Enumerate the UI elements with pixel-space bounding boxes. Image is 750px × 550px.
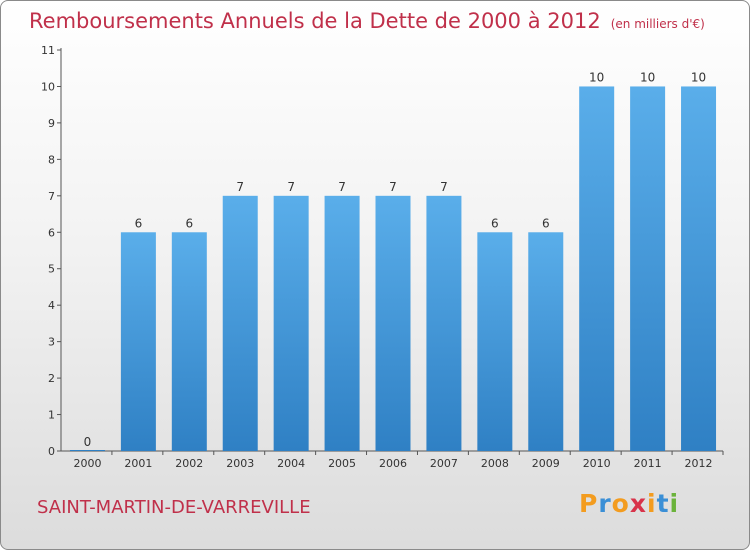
data-label: 7: [440, 180, 448, 194]
commune-name: SAINT-MARTIN-DE-VARREVILLE: [37, 497, 311, 518]
y-tick-label: 3: [48, 336, 55, 349]
data-label: 0: [84, 435, 92, 449]
y-tick-label: 8: [48, 153, 55, 166]
y-tick-label: 4: [48, 299, 55, 312]
y-tick-label: 6: [48, 226, 55, 239]
data-label: 7: [389, 180, 397, 194]
x-tick-label: 2000: [73, 457, 101, 470]
x-tick-label: 2006: [379, 457, 407, 470]
data-label: 6: [185, 216, 193, 230]
bar: [630, 86, 666, 452]
chart-title-text: Remboursements Annuels de la Dette de 20…: [29, 9, 601, 33]
y-tick-label: 0: [48, 445, 55, 458]
data-label: 6: [135, 216, 143, 230]
bar: [426, 195, 462, 451]
bar: [375, 195, 411, 451]
x-tick-label: 2005: [328, 457, 356, 470]
y-tick-label: 5: [48, 263, 55, 276]
x-tick-label: 2007: [430, 457, 458, 470]
x-tick-label: 2009: [532, 457, 560, 470]
x-tick-label: 2001: [124, 457, 152, 470]
data-label: 7: [236, 180, 244, 194]
y-tick-label: 9: [48, 117, 55, 130]
logo-letter: P: [579, 489, 599, 518]
y-tick-label: 7: [48, 190, 55, 203]
bar: [681, 86, 717, 452]
logo-letter: x: [629, 489, 647, 518]
bars: [69, 86, 717, 452]
chart-title: Remboursements Annuels de la Dette de 20…: [29, 9, 705, 33]
x-tick-label: 2011: [634, 457, 662, 470]
bar: [69, 450, 105, 451]
logo-letter: i: [669, 489, 680, 518]
bar: [579, 86, 615, 452]
logo-letter: i: [647, 489, 657, 518]
bar: [273, 195, 309, 451]
data-label: 10: [640, 70, 655, 84]
chart-unit-label: (en milliers d'€): [610, 17, 705, 31]
data-label: 6: [491, 216, 499, 230]
data-label: 6: [542, 216, 550, 230]
data-label: 7: [287, 180, 295, 194]
data-label: 10: [589, 70, 604, 84]
bar: [120, 232, 156, 451]
y-tick-label: 11: [41, 44, 55, 57]
logo-letter: o: [611, 489, 630, 518]
x-tick-label: 2002: [175, 457, 203, 470]
y-tick-label: 10: [41, 80, 55, 93]
bar: [171, 232, 207, 451]
bar: [222, 195, 258, 451]
logo-letter: t: [656, 489, 670, 518]
bar: [528, 232, 564, 451]
y-tick-label: 2: [48, 372, 55, 385]
x-tick-label: 2008: [481, 457, 509, 470]
x-tick-label: 2004: [277, 457, 305, 470]
bar: [324, 195, 360, 451]
logo-letter: r: [598, 489, 612, 518]
y-tick-label: 1: [48, 409, 55, 422]
data-label: 10: [691, 70, 706, 84]
data-label: 7: [338, 180, 346, 194]
bar: [477, 232, 513, 451]
x-tick-label: 2003: [226, 457, 254, 470]
x-tick-label: 2012: [685, 457, 713, 470]
x-tick-label: 2010: [583, 457, 611, 470]
labels: 0 2000 6 2001 6 2002 7 2003 7 2004 7 2005 7 2006 7 2007…: [73, 70, 712, 470]
proxiti-logo: Proxiti: [579, 489, 679, 518]
